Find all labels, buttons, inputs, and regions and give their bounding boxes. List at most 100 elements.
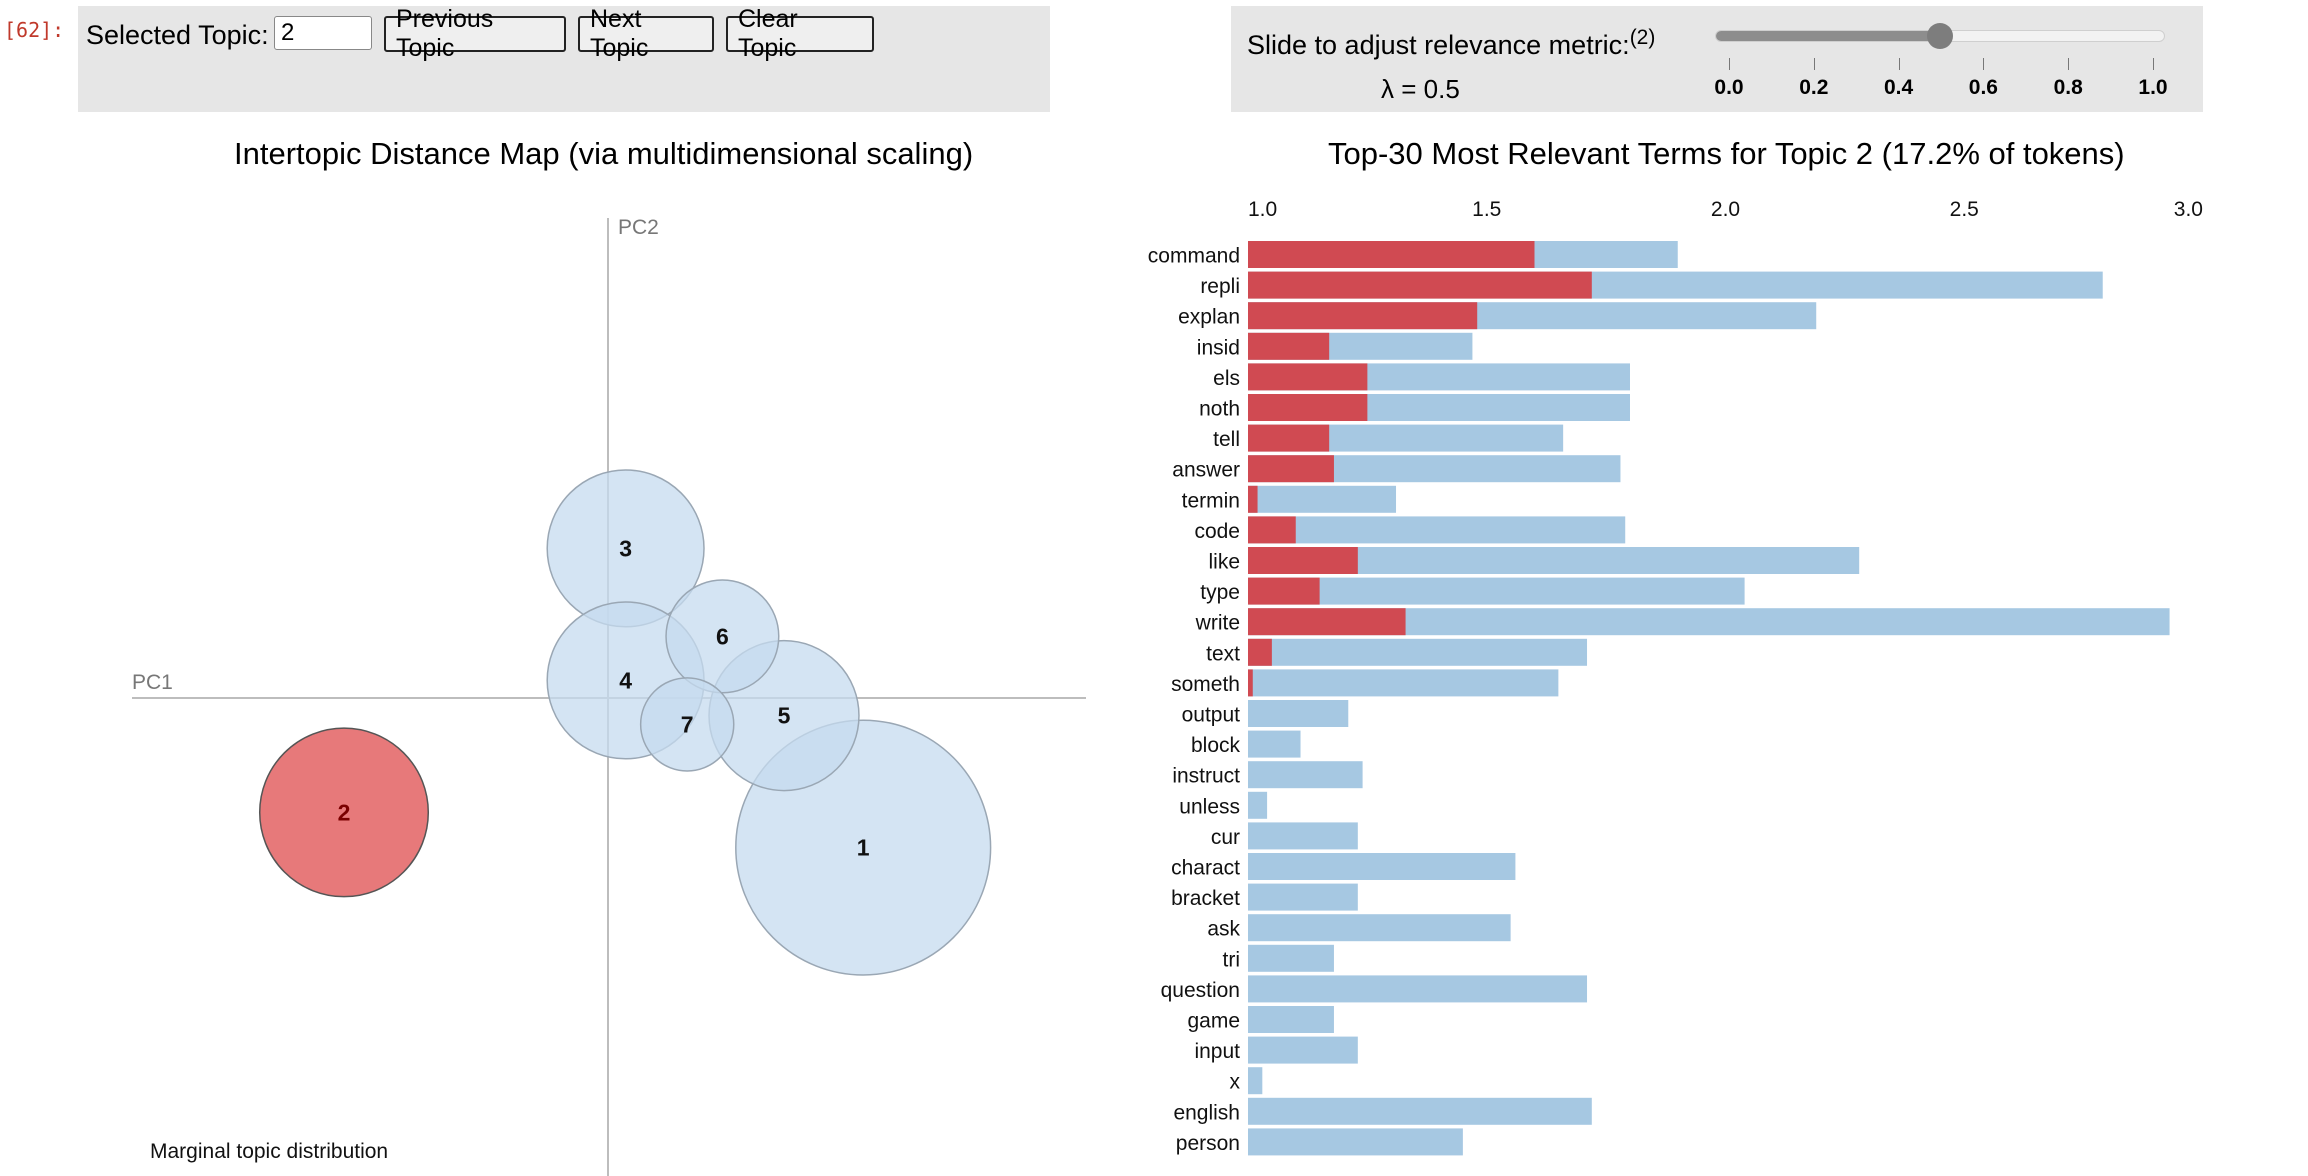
overall-frequency-bar[interactable] [1248, 1067, 1263, 1095]
topic-frequency-bar[interactable] [1248, 669, 1253, 697]
term-row[interactable]: game [1187, 1006, 1334, 1033]
term-row[interactable]: answer [1172, 455, 1621, 483]
topic-frequency-bar[interactable] [1248, 516, 1296, 544]
term-label[interactable]: unless [1179, 795, 1240, 818]
topic-frequency-bar[interactable] [1248, 424, 1330, 452]
topic-frequency-bar[interactable] [1248, 577, 1320, 605]
term-label[interactable]: noth [1199, 398, 1240, 421]
term-row[interactable]: english [1173, 1097, 1592, 1125]
term-label[interactable]: answer [1172, 459, 1240, 482]
term-label[interactable]: charact [1171, 857, 1240, 880]
term-row[interactable]: explan [1178, 302, 1817, 330]
overall-frequency-bar[interactable] [1248, 822, 1358, 850]
term-row[interactable]: output [1182, 700, 1349, 727]
term-label[interactable]: ask [1207, 918, 1240, 941]
term-label[interactable]: person [1176, 1132, 1240, 1155]
term-row[interactable]: write [1195, 608, 2170, 636]
overall-frequency-bar[interactable] [1248, 669, 1559, 697]
term-label[interactable]: output [1182, 704, 1241, 727]
term-row[interactable]: cur [1211, 822, 1358, 850]
term-label[interactable]: explan [1178, 306, 1240, 329]
clear-topic-button[interactable]: Clear Topic [726, 5, 874, 62]
term-row[interactable]: bracket [1171, 883, 1358, 911]
term-label[interactable]: tri [1223, 948, 1241, 971]
topic-frequency-bar[interactable] [1248, 485, 1258, 513]
term-label[interactable]: insid [1197, 336, 1240, 359]
overall-frequency-bar[interactable] [1248, 975, 1588, 1003]
term-row[interactable]: input [1194, 1036, 1358, 1064]
overall-frequency-bar[interactable] [1248, 914, 1511, 942]
term-label[interactable]: command [1148, 245, 1240, 268]
overall-frequency-bar[interactable] [1248, 730, 1301, 758]
term-row[interactable]: block [1191, 730, 1301, 758]
term-label[interactable]: english [1173, 1101, 1240, 1124]
term-label[interactable]: tell [1213, 428, 1240, 451]
topic-frequency-bar[interactable] [1248, 547, 1358, 574]
next-topic-button[interactable]: Next Topic [578, 5, 714, 62]
topic-frequency-bar[interactable] [1248, 638, 1272, 666]
term-row[interactable]: charact [1171, 853, 1516, 880]
topic-bubble[interactable] [665, 579, 780, 694]
term-label[interactable]: cur [1211, 826, 1240, 849]
term-row[interactable]: command [1148, 241, 1678, 268]
overall-frequency-bar[interactable] [1248, 1036, 1358, 1064]
overall-frequency-bar[interactable] [1248, 791, 1268, 819]
term-row[interactable]: text [1206, 638, 1588, 666]
term-label[interactable]: bracket [1171, 887, 1240, 910]
term-label[interactable]: x [1230, 1071, 1241, 1094]
term-row[interactable]: code [1194, 516, 1626, 544]
topic-bubble[interactable] [639, 677, 735, 772]
overall-frequency-bar[interactable] [1248, 853, 1516, 880]
topic-circle-2[interactable]: 2 [258, 727, 430, 898]
term-row[interactable]: tell [1213, 424, 1564, 452]
term-row[interactable]: repli [1200, 271, 2103, 299]
term-row[interactable]: type [1200, 577, 1745, 605]
term-row[interactable]: els [1213, 363, 1630, 391]
topic-frequency-bar[interactable] [1248, 363, 1368, 391]
term-row[interactable]: x [1230, 1067, 1263, 1095]
topic-frequency-bar[interactable] [1248, 608, 1406, 636]
overall-frequency-bar[interactable] [1248, 944, 1334, 972]
term-label[interactable]: question [1161, 979, 1240, 1002]
overall-frequency-bar[interactable] [1248, 1128, 1463, 1156]
term-label[interactable]: termin [1182, 489, 1240, 512]
topic-bubble[interactable] [258, 727, 430, 898]
topic-circle-7[interactable]: 7 [639, 677, 735, 772]
overall-frequency-bar[interactable] [1248, 700, 1349, 727]
overall-frequency-bar[interactable] [1248, 485, 1397, 513]
topic-frequency-bar[interactable] [1248, 455, 1334, 483]
term-row[interactable]: ask [1207, 914, 1511, 942]
term-label[interactable]: text [1206, 642, 1240, 665]
term-row[interactable]: instruct [1172, 761, 1363, 789]
topic-frequency-bar[interactable] [1248, 302, 1478, 330]
term-label[interactable]: repli [1200, 275, 1240, 298]
topic-frequency-bar[interactable] [1248, 271, 1592, 299]
overall-frequency-bar[interactable] [1248, 1097, 1592, 1125]
term-row[interactable]: person [1176, 1128, 1463, 1156]
term-row[interactable]: noth [1199, 394, 1630, 421]
overall-frequency-bar[interactable] [1248, 577, 1745, 605]
relevance-slider[interactable] [1715, 23, 2165, 49]
topic-circle-6[interactable]: 6 [665, 579, 780, 694]
term-row[interactable]: termin [1182, 485, 1397, 513]
term-label[interactable]: block [1191, 734, 1241, 757]
overall-frequency-bar[interactable] [1248, 1006, 1334, 1033]
term-row[interactable]: tri [1223, 944, 1334, 972]
topic-frequency-bar[interactable] [1248, 394, 1368, 421]
term-row[interactable]: question [1161, 975, 1588, 1003]
overall-frequency-bar[interactable] [1248, 883, 1358, 911]
term-row[interactable]: like [1208, 547, 1860, 574]
term-label[interactable]: input [1194, 1040, 1240, 1063]
overall-frequency-bar[interactable] [1248, 638, 1588, 666]
overall-frequency-bar[interactable] [1248, 516, 1626, 544]
overall-frequency-bar[interactable] [1248, 761, 1363, 789]
term-row[interactable]: unless [1179, 791, 1268, 819]
term-label[interactable]: someth [1171, 673, 1240, 696]
term-label[interactable]: instruct [1172, 765, 1240, 788]
topic-frequency-bar[interactable] [1248, 332, 1330, 360]
term-label[interactable]: game [1187, 1010, 1240, 1033]
term-row[interactable]: someth [1171, 669, 1559, 697]
term-label[interactable]: like [1208, 551, 1240, 574]
topic-frequency-bar[interactable] [1248, 241, 1535, 268]
term-label[interactable]: type [1200, 581, 1240, 604]
